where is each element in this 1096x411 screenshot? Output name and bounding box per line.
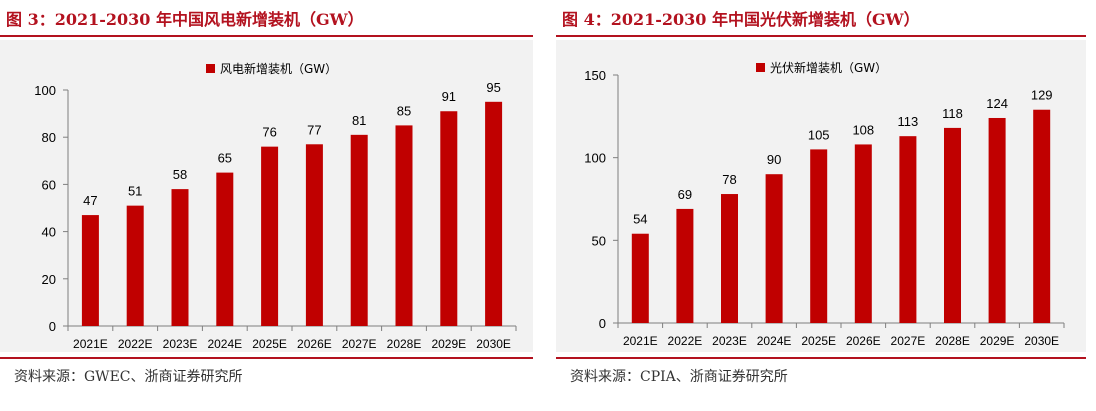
bar (765, 174, 783, 323)
y-tick-label: 40 (42, 225, 56, 240)
x-tick-label: 2023E (163, 337, 198, 351)
data-label: 54 (633, 212, 647, 227)
x-tick-label: 2025E (252, 337, 287, 351)
x-tick-label: 2024E (207, 337, 242, 351)
bar (810, 149, 828, 323)
data-label: 69 (678, 187, 692, 202)
data-label: 124 (986, 96, 1008, 111)
y-tick-label: 100 (34, 83, 56, 98)
chart-area: 0 50 100 150 54 2021E 69 2022E 78 2023E 90 2024E 105… (556, 40, 1086, 352)
bar (631, 233, 649, 323)
x-tick-label: 2030E (476, 337, 511, 351)
x-tick-label: 2026E (846, 334, 881, 348)
x-tick-label: 2022E (668, 334, 703, 348)
data-label: 77 (307, 122, 321, 137)
source-note: 资料来源：GWEC、浙商证券研究所 (14, 369, 243, 385)
data-label: 47 (83, 193, 97, 208)
bar (721, 194, 738, 323)
y-tick-label: 150 (584, 68, 606, 83)
bar (676, 208, 694, 323)
data-label: 108 (852, 122, 874, 137)
x-tick-label: 2022E (118, 337, 153, 351)
x-tick-label: 2024E (757, 334, 792, 348)
data-label: 91 (442, 89, 456, 104)
bar (988, 117, 1006, 323)
data-label: 76 (262, 125, 276, 140)
source-rule (556, 357, 1086, 359)
data-label: 51 (128, 184, 142, 199)
y-tick-label: 20 (42, 272, 56, 287)
x-tick-label: 2021E (623, 334, 658, 348)
x-tick-label: 2021E (73, 337, 108, 351)
bar (854, 144, 872, 323)
x-tick-label: 2028E (387, 337, 422, 351)
bar (440, 111, 458, 327)
bar (305, 144, 323, 326)
wind-chart-panel: 图 3：2021-2030 年中国风电新增装机（GW） 0 20 40 60 80 100… (0, 0, 540, 411)
bar (1033, 109, 1051, 323)
data-label: 129 (1031, 88, 1053, 103)
x-tick-label: 2029E (431, 337, 466, 351)
y-tick-label: 50 (592, 233, 606, 248)
chart-area: 0 20 40 60 80 100 47 2021E 51 2022E 58 2023E 65 2024E… (0, 40, 533, 352)
solar-bar-chart: 0 50 100 150 54 2021E 69 2022E 78 2023E 90 2024E 105… (584, 60, 1065, 348)
data-label: 113 (898, 114, 919, 129)
x-tick-label: 2026E (297, 337, 332, 351)
y-tick-label: 80 (42, 130, 56, 145)
wind-bar-chart: 0 20 40 60 80 100 47 2021E 51 2022E 58 2023E 65 2024E… (34, 61, 517, 351)
title-rule (556, 35, 1086, 37)
bar (899, 136, 917, 323)
bar (350, 134, 368, 326)
solar-chart-panel: 图 4：2021-2030 年中国光伏新增装机（GW） 0 50 100 150 54 2… (556, 0, 1096, 411)
data-label: 85 (397, 103, 411, 118)
x-tick-label: 2029E (980, 334, 1015, 348)
y-tick-label: 0 (599, 316, 606, 331)
data-label: 118 (942, 106, 963, 121)
data-label: 58 (173, 167, 187, 182)
chart-title: 图 3：2021-2030 年中国风电新增装机（GW） (6, 10, 364, 29)
source-note: 资料来源：CPIA、浙商证券研究所 (570, 369, 788, 385)
bar (216, 172, 234, 326)
title-rule (0, 35, 533, 37)
data-label: 90 (767, 152, 781, 167)
legend-swatch (206, 64, 215, 73)
legend-label: 风电新增装机（GW） (220, 61, 337, 76)
bar (485, 101, 503, 326)
bar (126, 205, 144, 326)
data-label: 78 (722, 172, 736, 187)
source-rule (0, 357, 533, 359)
y-tick-label: 0 (49, 319, 56, 334)
legend-swatch (756, 63, 765, 72)
legend-label: 光伏新增装机（GW） (770, 60, 887, 75)
x-tick-label: 2023E (712, 334, 747, 348)
bar (395, 125, 413, 327)
x-tick-label: 2027E (891, 334, 926, 348)
x-tick-label: 2030E (1024, 334, 1059, 348)
y-tick-label: 100 (584, 151, 606, 166)
bar (944, 127, 961, 323)
x-tick-label: 2027E (342, 337, 377, 351)
y-tick-label: 60 (42, 177, 56, 192)
data-label: 81 (352, 113, 366, 128)
bar (261, 146, 279, 326)
data-label: 95 (486, 80, 500, 95)
chart-title: 图 4：2021-2030 年中国光伏新增装机（GW） (562, 10, 920, 29)
bar (171, 189, 189, 326)
x-tick-label: 2025E (801, 334, 836, 348)
bar (81, 215, 99, 326)
x-tick-label: 2028E (935, 334, 970, 348)
data-label: 105 (808, 127, 830, 142)
data-label: 65 (218, 151, 232, 166)
